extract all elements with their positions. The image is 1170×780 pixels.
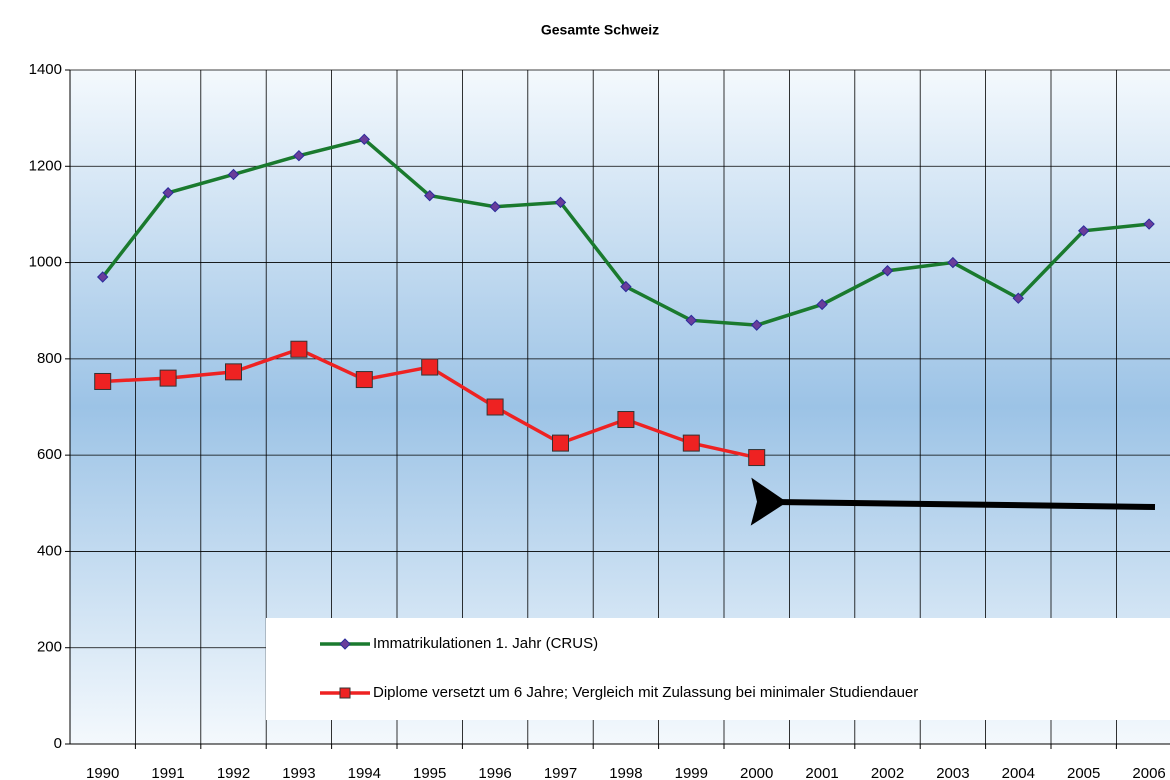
x-tick-label: 1992	[217, 765, 250, 780]
marker	[947, 256, 959, 269]
x-tick-label: 1999	[675, 765, 708, 780]
x-tick-label: 2006	[1132, 765, 1165, 780]
marker	[486, 398, 504, 416]
marker	[290, 340, 308, 358]
y-tick-label: 1400	[29, 61, 62, 78]
x-tick-label: 1994	[348, 765, 381, 780]
marker	[816, 298, 828, 311]
x-tick-label: 2003	[936, 765, 969, 780]
x-tick-label: 1993	[282, 765, 315, 780]
marker	[358, 133, 371, 146]
marker	[1077, 225, 1090, 237]
marker	[225, 363, 242, 381]
x-tick-label: 1995	[413, 765, 446, 780]
marker	[355, 371, 373, 389]
x-tick-label: 1997	[544, 765, 577, 780]
marker	[617, 411, 635, 429]
marker	[881, 265, 894, 277]
legend-marker	[339, 638, 351, 650]
y-tick-label: 200	[37, 639, 62, 656]
legend-label: Diplome versetzt um 6 Jahre; Vergleich m…	[373, 684, 918, 701]
marker	[1012, 292, 1025, 304]
x-tick-label: 1991	[151, 765, 184, 780]
x-tick-label: 2005	[1067, 765, 1100, 780]
marker	[682, 434, 700, 452]
marker	[227, 168, 240, 181]
legend-box	[266, 618, 1170, 720]
marker	[554, 196, 567, 209]
x-tick-label: 2004	[1002, 765, 1035, 780]
y-tick-label: 600	[37, 446, 62, 463]
marker	[162, 187, 174, 199]
x-tick-label: 2000	[740, 765, 773, 780]
x-tick-label: 1998	[609, 765, 642, 780]
marker	[620, 280, 632, 293]
arrow	[750, 477, 1156, 526]
y-tick-label: 0	[54, 735, 62, 752]
x-tick-label: 2002	[871, 765, 904, 780]
chart-title: Gesamte Schweiz	[541, 22, 659, 38]
marker	[423, 189, 436, 202]
marks	[94, 133, 1155, 467]
marker	[489, 201, 501, 213]
marker	[552, 434, 569, 452]
x-tick-label: 1996	[478, 765, 511, 780]
legend-label: Immatrikulationen 1. Jahr (CRUS)	[373, 635, 598, 652]
marker	[94, 372, 112, 390]
legend-marker	[339, 687, 351, 699]
x-tick-label: 1990	[86, 765, 119, 780]
marker	[1143, 218, 1155, 230]
marker	[421, 358, 439, 376]
x-tick-label: 2001	[805, 765, 838, 780]
marker	[293, 149, 305, 162]
y-tick-label: 1200	[29, 157, 62, 174]
y-tick-label: 1000	[29, 254, 62, 271]
y-tick-label: 800	[37, 350, 62, 367]
y-tick-label: 400	[37, 542, 62, 559]
marker	[685, 314, 698, 327]
marker	[748, 449, 766, 467]
marker	[159, 369, 177, 387]
marker	[750, 319, 763, 331]
marker	[96, 271, 109, 283]
